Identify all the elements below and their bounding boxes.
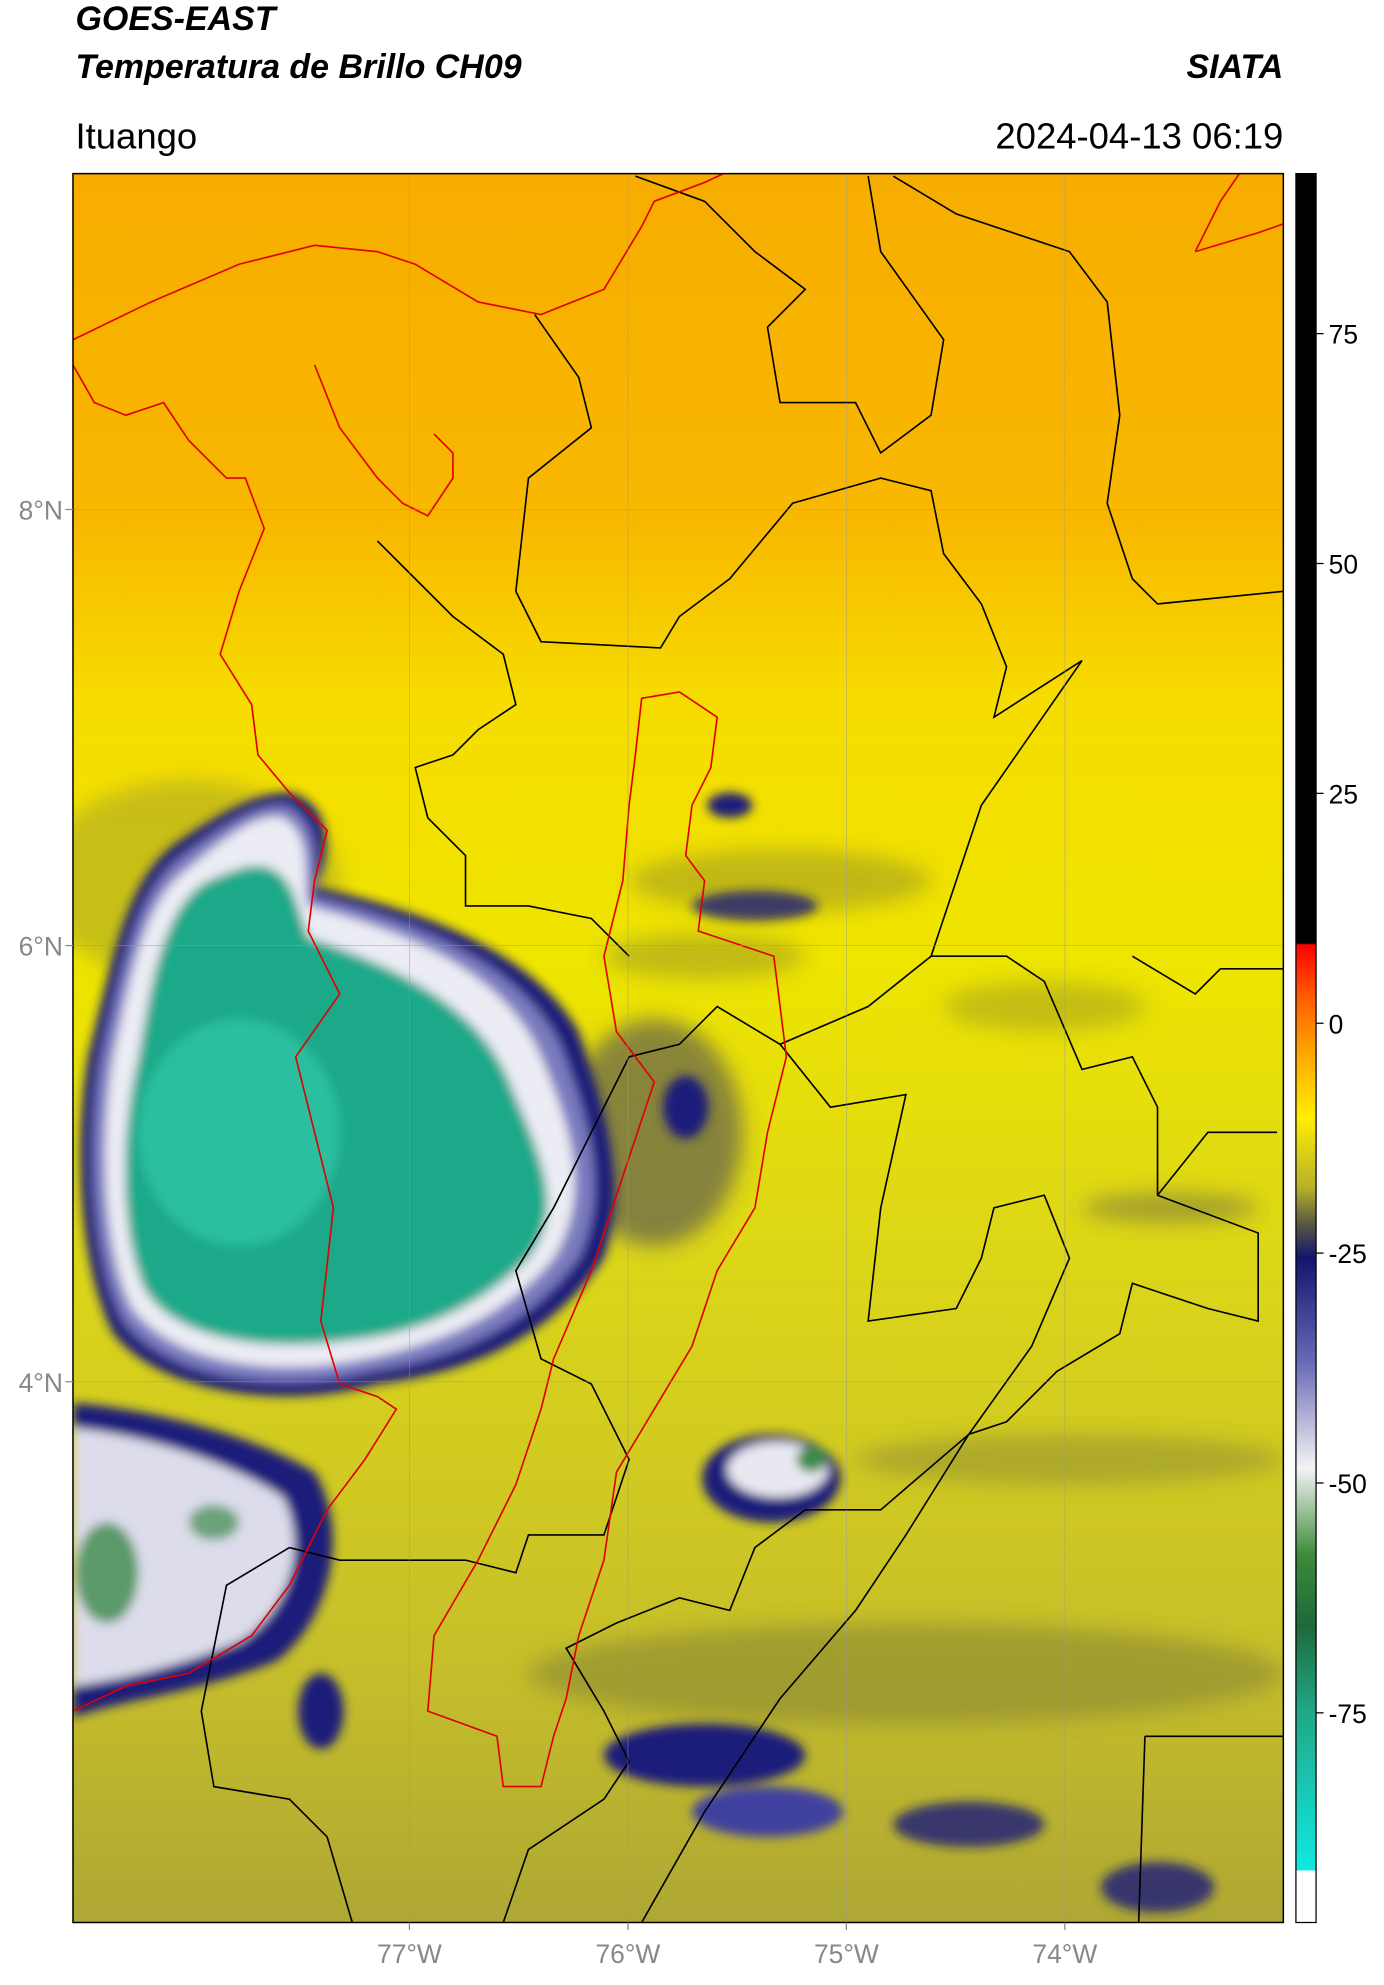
colorbar-tick-label: -50 <box>1329 1469 1367 1499</box>
map-image <box>72 173 1284 1923</box>
location: Ituango <box>75 115 197 156</box>
colorbar-ticks: -75 -50 -25 0 25 50 75 <box>1316 320 1367 1729</box>
x-tick-label: 77°W <box>377 1939 442 1969</box>
gridlines <box>72 173 1284 1923</box>
map-frame <box>72 172 1285 1924</box>
colorbar <box>1295 172 1317 1924</box>
subtitle: Temperatura de Brillo CH09 <box>75 48 521 86</box>
colorbar-tick-label: 25 <box>1329 779 1358 809</box>
y-tick-label: 6°N <box>19 932 63 962</box>
borders <box>200 175 1284 1923</box>
colorbar-tick-label: 50 <box>1329 550 1358 580</box>
x-tick-label: 74°W <box>1032 1939 1097 1969</box>
y-tick-label: 4°N <box>19 1368 63 1398</box>
datetime: 2024-04-13 06:19 <box>995 115 1283 156</box>
y-tick-label: 8°N <box>19 496 63 526</box>
cloud-tops <box>72 792 1215 1913</box>
title: GOES-EAST <box>75 0 278 38</box>
x-tick-label: 76°W <box>595 1939 660 1969</box>
colorbar-tick-label: 0 <box>1329 1009 1344 1039</box>
colorbar-tick-label: -75 <box>1329 1699 1367 1729</box>
agency: SIATA <box>1186 48 1283 86</box>
x-tick-label: 75°W <box>814 1939 879 1969</box>
axes: 77°W 76°W 75°W 74°W 4°N 6°N 8°N <box>19 496 1098 1969</box>
colorbar-tick-label: 75 <box>1329 320 1358 350</box>
colorbar-tick-label: -25 <box>1329 1239 1367 1269</box>
